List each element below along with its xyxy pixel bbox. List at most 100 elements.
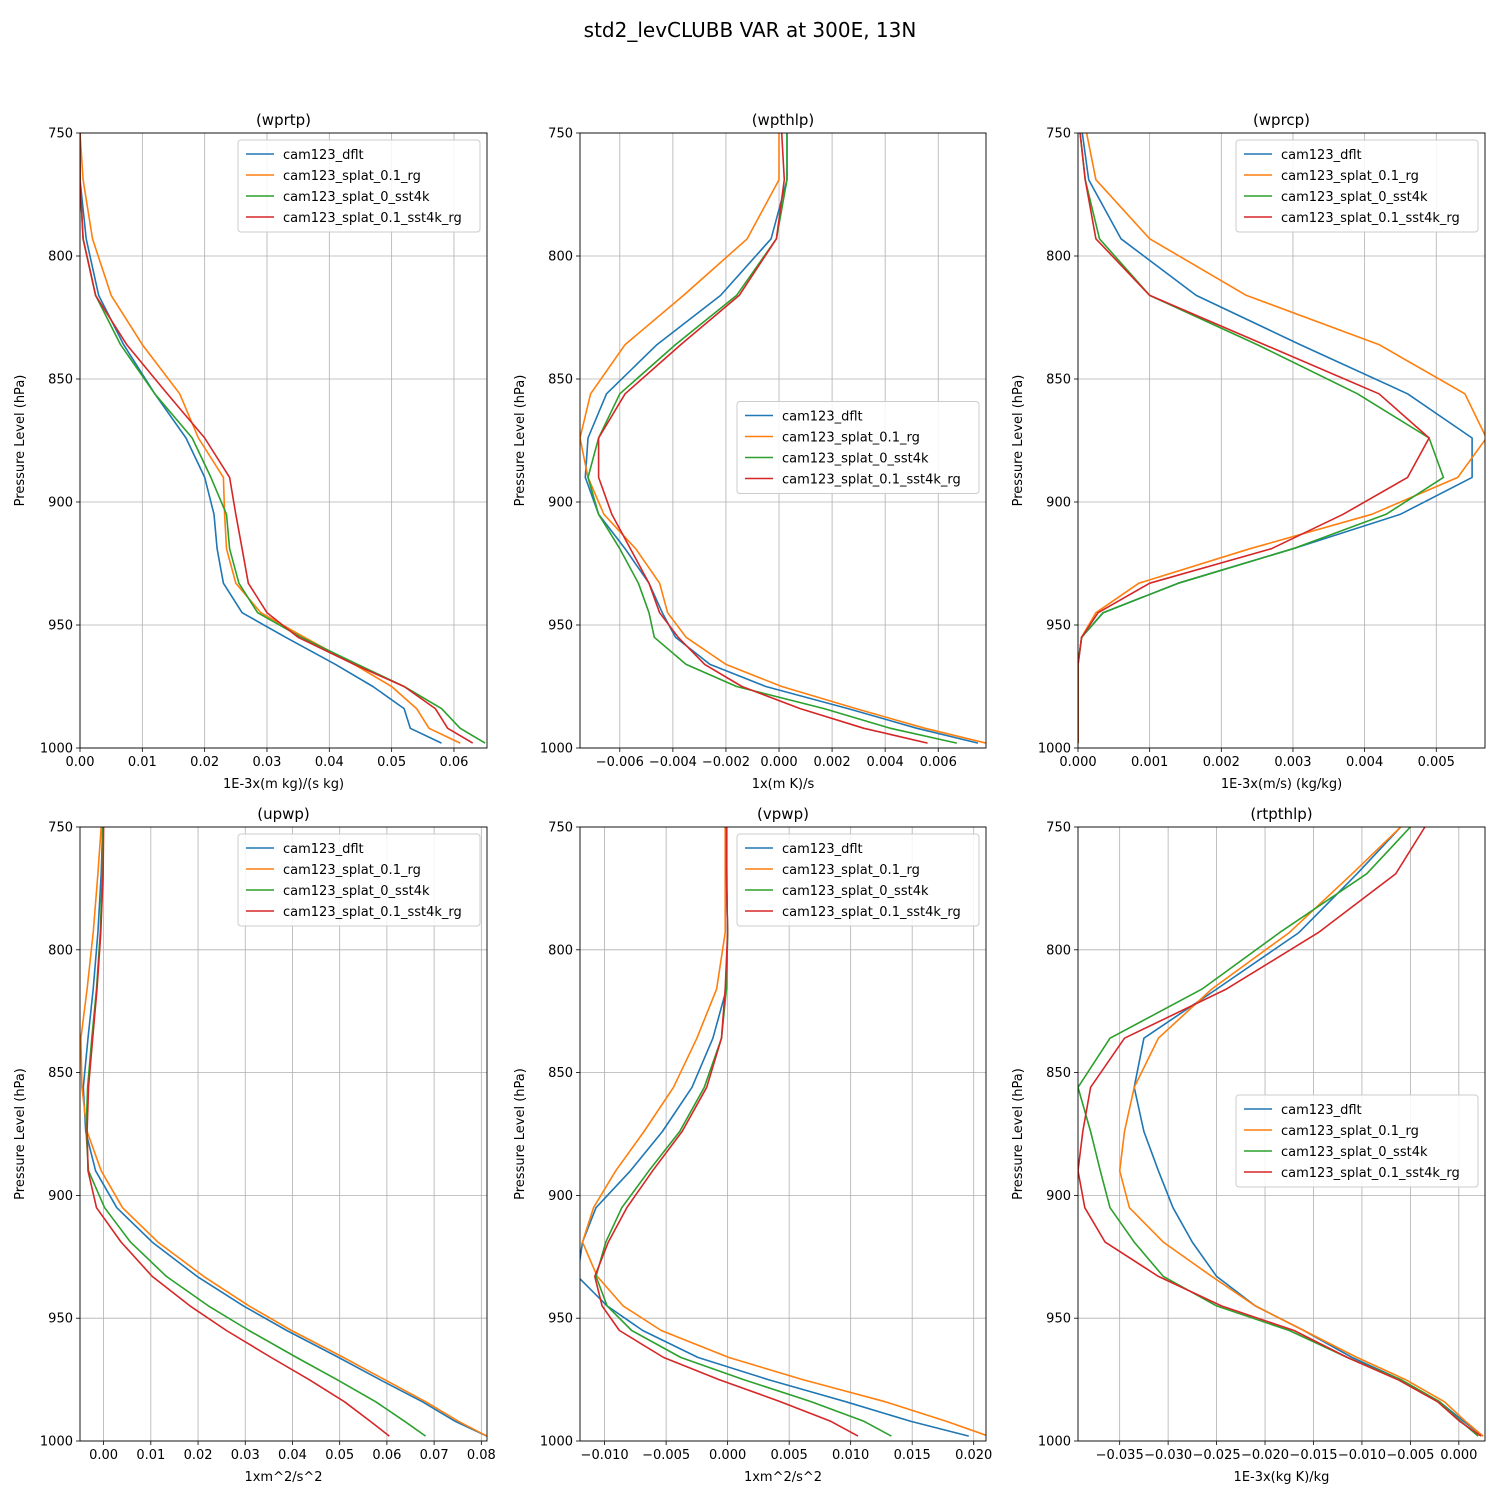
panel-title: (upwp): [257, 805, 310, 823]
panel-rtpthlp: −0.035 −0.030 −0.025 −0.020 −0.015 −0.010 −0.0…: [1011, 805, 1486, 1485]
y-axis-label: Pressure Level (hPa): [513, 375, 528, 507]
x-tick-label: 0.005: [771, 1448, 808, 1463]
x-tick-label: 0.03: [231, 1448, 260, 1463]
x-tick-label: 0.06: [439, 755, 468, 770]
x-tick-label: −0.010: [1338, 1448, 1386, 1463]
legend-label: cam123_splat_0.1_sst4k_rg: [1281, 1166, 1460, 1181]
y-axis-label: Pressure Level (hPa): [1011, 375, 1026, 507]
series-line-cam123_splat_0.1_sst4k_rg: [1078, 827, 1482, 1437]
axes-frame: [579, 132, 987, 749]
series-line-cam123_dflt: [82, 827, 487, 1437]
series-group: [580, 827, 986, 1437]
legend: cam123_dflt cam123_splat_0.1_rg cam123_spl…: [736, 833, 980, 927]
legend-label: cam123_splat_0.1_sst4k_rg: [782, 473, 961, 488]
axes-frame: [579, 826, 987, 1442]
legend-label: cam123_splat_0_sst4k: [283, 190, 430, 205]
x-tick-label: −0.002: [702, 755, 750, 770]
series-group: [80, 133, 486, 744]
series-line-cam123_splat_0_sst4k: [595, 827, 892, 1437]
y-axis-label: Pressure Level (hPa): [513, 1068, 528, 1200]
x-axis-label: 1E-3x(m/s) (kg/kg): [1221, 777, 1342, 792]
panel-title: (wprcp): [1253, 111, 1310, 129]
legend-label: cam123_dflt: [1281, 1103, 1362, 1118]
series-line-cam123_splat_0.1_rg: [581, 827, 986, 1437]
y-axis-label: Pressure Level (hPa): [13, 1068, 28, 1200]
x-tick-label: 0.07: [420, 1448, 449, 1463]
y-tick-label: 850: [1046, 373, 1071, 388]
x-tick-label: 0.04: [315, 755, 344, 770]
legend-box: [1235, 139, 1479, 233]
x-tick-label: 0.000: [709, 1448, 746, 1463]
legend: cam123_dflt cam123_splat_0.1_rg cam123_spl…: [237, 833, 481, 927]
x-tick-label: −0.005: [642, 1448, 690, 1463]
series-line-cam123_splat_0.1_sst4k_rg: [593, 827, 859, 1437]
x-axis-label: 1xm^2/s^2: [244, 1470, 322, 1485]
x-tick-label: 0.002: [813, 755, 850, 770]
subplot-grid: 0.00 0.01 0.02 0.03 0.04 0.05 0.06 750 800 850 900…: [13, 111, 1486, 1485]
y-tick-label: 950: [548, 1312, 573, 1327]
series-line-cam123_splat_0.1_sst4k_rg: [1078, 133, 1430, 744]
y-tick-label: 950: [48, 1312, 73, 1327]
x-tick-label: 0.01: [136, 1448, 165, 1463]
y-tick-label: 1000: [1038, 1435, 1071, 1450]
x-tick-label: 0.02: [184, 1448, 213, 1463]
panel-wpthlp: −0.006 −0.004 −0.002 0.000 0.002 0.004 0.006 75…: [513, 111, 987, 792]
x-tick-label: 0.00: [66, 755, 95, 770]
legend-label: cam123_dflt: [782, 842, 863, 857]
series-group: [1078, 133, 1485, 744]
y-tick-label: 950: [1046, 1312, 1071, 1327]
panel-vpwp: −0.010 −0.005 0.000 0.005 0.010 0.015 0.020 750…: [513, 805, 992, 1485]
y-axis-label: Pressure Level (hPa): [1011, 1068, 1026, 1200]
y-tick-label: 750: [548, 821, 573, 836]
y-tick-label: 750: [548, 127, 573, 142]
x-tick-label: 0.03: [253, 755, 282, 770]
series-group: [1078, 827, 1484, 1437]
y-tick-label: 850: [548, 1066, 573, 1081]
legend-label: cam123_splat_0.1_sst4k_rg: [283, 211, 462, 226]
y-tick-label: 750: [1046, 821, 1071, 836]
y-tick-label: 900: [48, 1189, 73, 1204]
x-axis-label: 1E-3x(m kg)/(s kg): [223, 777, 344, 792]
x-tick-label: 0.00: [89, 1448, 118, 1463]
x-tick-label: 0.001: [1131, 755, 1168, 770]
y-tick-label: 800: [548, 250, 573, 265]
x-tick-label: −0.035: [1096, 1448, 1144, 1463]
legend: cam123_dflt cam123_splat_0.1_rg cam123_spl…: [736, 401, 980, 494]
series-line-cam123_splat_0.1_rg: [1118, 827, 1484, 1437]
legend-label: cam123_splat_0.1_rg: [1281, 169, 1419, 184]
x-tick-label: 0.004: [1346, 755, 1383, 770]
legend: cam123_dflt cam123_splat_0.1_rg cam123_spl…: [237, 139, 481, 233]
x-tick-label: 0.05: [325, 1448, 354, 1463]
axes-frame: [1077, 132, 1486, 749]
x-tick-label: 0.020: [955, 1448, 992, 1463]
axes-frame: [79, 826, 488, 1442]
y-tick-label: 1000: [40, 742, 73, 757]
y-tick-label: 900: [1046, 1189, 1071, 1204]
y-tick-label: 800: [1046, 943, 1071, 958]
legend-label: cam123_splat_0.1_rg: [283, 169, 421, 184]
y-tick-label: 900: [548, 1189, 573, 1204]
y-tick-label: 900: [1046, 496, 1071, 511]
series-line-cam123_dflt: [80, 133, 442, 744]
series-line-cam123_splat_0_sst4k: [1078, 827, 1479, 1437]
legend-label: cam123_splat_0_sst4k: [1281, 190, 1428, 205]
panel-title: (rtpthlp): [1250, 805, 1312, 823]
series-line-cam123_dflt: [1078, 133, 1473, 744]
x-tick-label: −0.015: [1289, 1448, 1337, 1463]
y-tick-label: 950: [48, 619, 73, 634]
legend-label: cam123_splat_0.1_sst4k_rg: [782, 905, 961, 920]
x-tick-label: 0.002: [1203, 755, 1240, 770]
panel-title: (wpthlp): [752, 111, 815, 129]
x-tick-label: 0.003: [1274, 755, 1311, 770]
x-tick-label: −0.004: [649, 755, 697, 770]
y-tick-label: 750: [1046, 127, 1071, 142]
y-tick-label: 900: [548, 496, 573, 511]
legend-label: cam123_splat_0_sst4k: [283, 884, 430, 899]
y-tick-label: 800: [1046, 250, 1071, 265]
series-line-cam123_splat_0.1_sst4k_rg: [597, 133, 928, 744]
x-tick-label: −0.006: [596, 755, 644, 770]
x-tick-label: 0.010: [832, 1448, 869, 1463]
y-tick-label: 1000: [40, 1435, 73, 1450]
series-line-cam123_splat_0.1_rg: [80, 133, 461, 744]
